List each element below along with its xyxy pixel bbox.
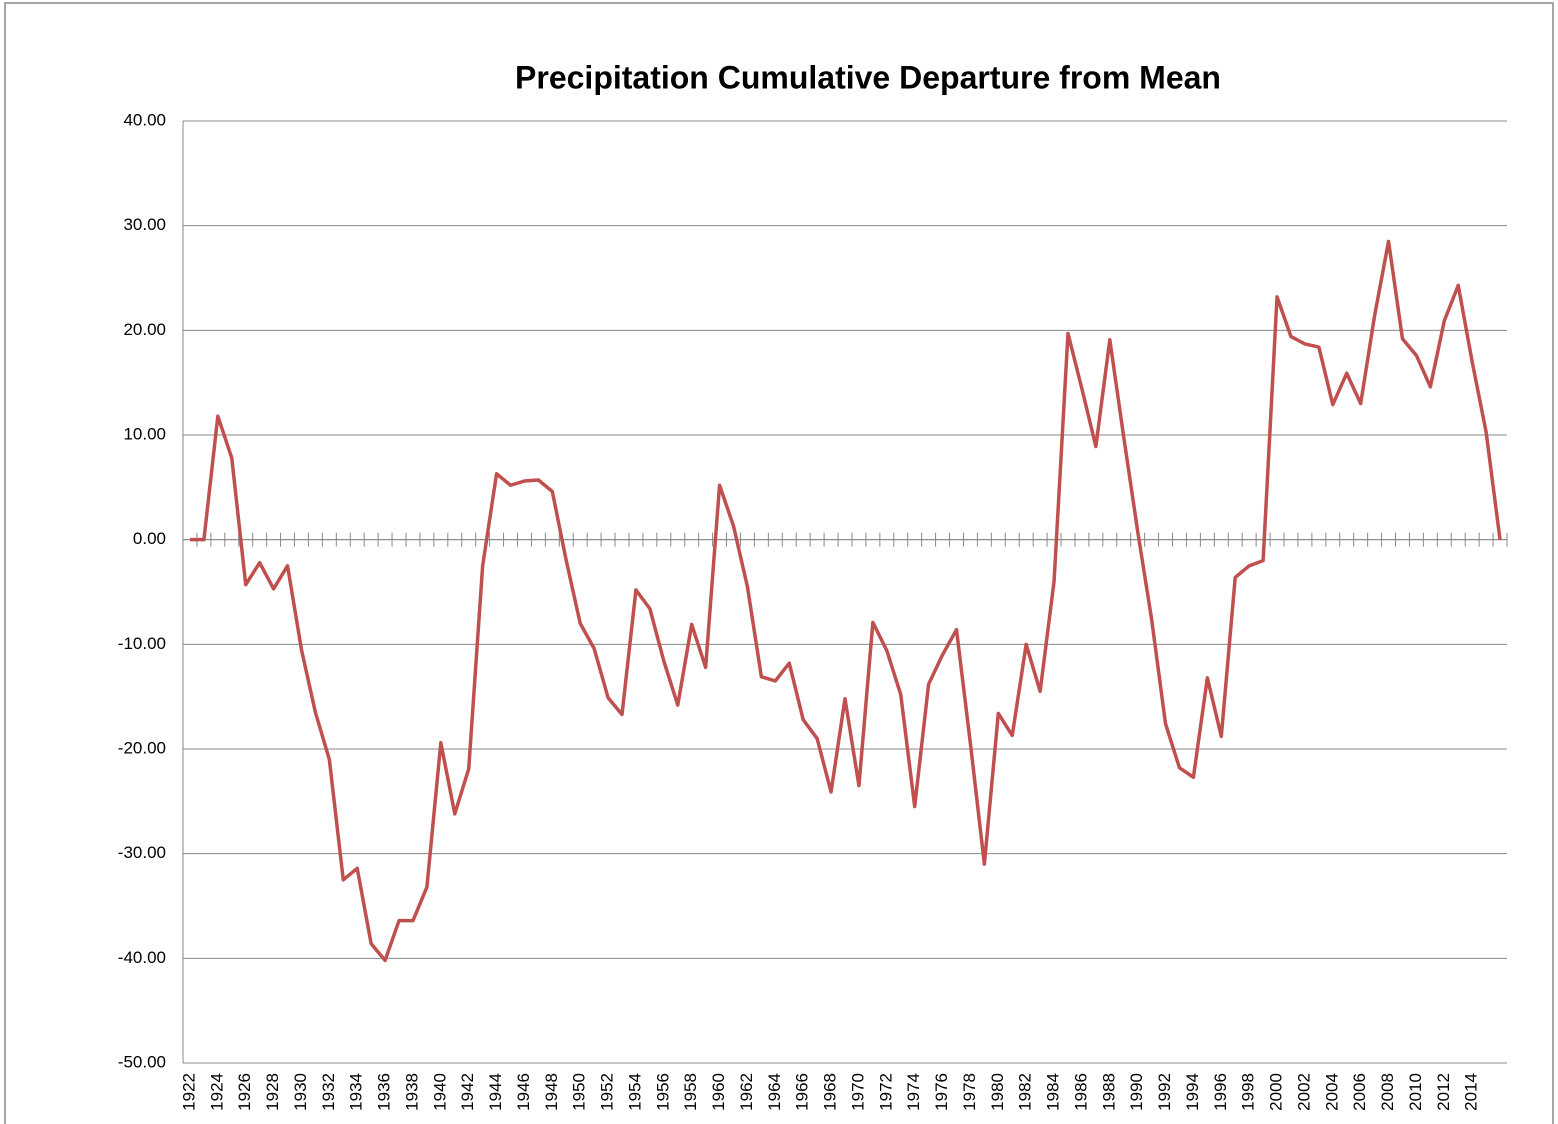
x-tick-label: 1950 (570, 1073, 589, 1111)
x-tick-label: 1982 (1016, 1073, 1035, 1111)
x-tick-label: 1992 (1155, 1073, 1174, 1111)
x-tick-label: 1984 (1044, 1073, 1063, 1111)
x-tick-label: 1980 (988, 1073, 1007, 1111)
x-tick-label: 1940 (430, 1073, 449, 1111)
x-tick-label: 1934 (347, 1073, 366, 1111)
x-tick-label: 2002 (1294, 1073, 1313, 1111)
x-tick-label: 1970 (848, 1073, 867, 1111)
x-tick-label: 2008 (1378, 1073, 1397, 1111)
x-tick-label: 1986 (1071, 1073, 1090, 1111)
x-tick-label: 1996 (1211, 1073, 1230, 1111)
x-tick-label: 1936 (375, 1073, 394, 1111)
chart-title: Precipitation Cumulative Departure from … (515, 59, 1221, 95)
x-tick-label: 1948 (542, 1073, 561, 1111)
data-line (189, 239, 1502, 963)
x-tick-label: 1966 (793, 1073, 812, 1111)
x-tick-label: 1944 (486, 1073, 505, 1111)
y-tick-label: 0.00 (133, 529, 166, 548)
x-tick-label: 1932 (319, 1073, 338, 1111)
x-tick-label: 1972 (876, 1073, 895, 1111)
x-tick-label: 1974 (904, 1073, 923, 1111)
x-tick-label: 1956 (653, 1073, 672, 1111)
x-tick-label: 1942 (458, 1073, 477, 1111)
x-tick-label: 1990 (1127, 1073, 1146, 1111)
y-tick-label: 30.00 (123, 215, 166, 234)
x-tick-label: 1968 (821, 1073, 840, 1111)
x-tick-label: 1924 (207, 1073, 226, 1111)
x-tick-label: 2004 (1322, 1073, 1341, 1111)
x-tick-label: 1998 (1239, 1073, 1258, 1111)
x-tick-label: 1976 (932, 1073, 951, 1111)
x-tick-label: 2010 (1406, 1073, 1425, 1111)
y-tick-label: 10.00 (123, 424, 166, 443)
x-tick-label: 1926 (235, 1073, 254, 1111)
x-tick-label: 1952 (598, 1073, 617, 1111)
y-tick-label: -20.00 (118, 738, 166, 757)
y-tick-label: -30.00 (118, 843, 166, 862)
x-tick-label: 1978 (960, 1073, 979, 1111)
x-tick-label: 2014 (1462, 1073, 1481, 1111)
x-tick-label: 2012 (1434, 1073, 1453, 1111)
x-tick-label: 1954 (625, 1073, 644, 1111)
x-tick-label: 1946 (514, 1073, 533, 1111)
chart-border (4, 2, 1554, 1124)
x-tick-label: 1922 (179, 1073, 198, 1111)
x-tick-label: 1988 (1099, 1073, 1118, 1111)
y-tick-label: 40.00 (123, 110, 166, 129)
x-tick-label: 1928 (263, 1073, 282, 1111)
x-tick-label: 1994 (1183, 1073, 1202, 1111)
x-tick-label: 1930 (291, 1073, 310, 1111)
x-tick-label: 2000 (1267, 1073, 1286, 1111)
y-tick-label: -40.00 (118, 948, 166, 967)
x-tick-label: 1960 (709, 1073, 728, 1111)
x-tick-label: 1964 (765, 1073, 784, 1111)
y-tick-label: -50.00 (118, 1052, 166, 1071)
x-tick-label: 1938 (402, 1073, 421, 1111)
y-tick-label: 20.00 (123, 320, 166, 339)
x-tick-label: 2006 (1350, 1073, 1369, 1111)
y-tick-label: -10.00 (118, 634, 166, 653)
x-tick-label: 1962 (737, 1073, 756, 1111)
x-tick-label: 1958 (681, 1073, 700, 1111)
